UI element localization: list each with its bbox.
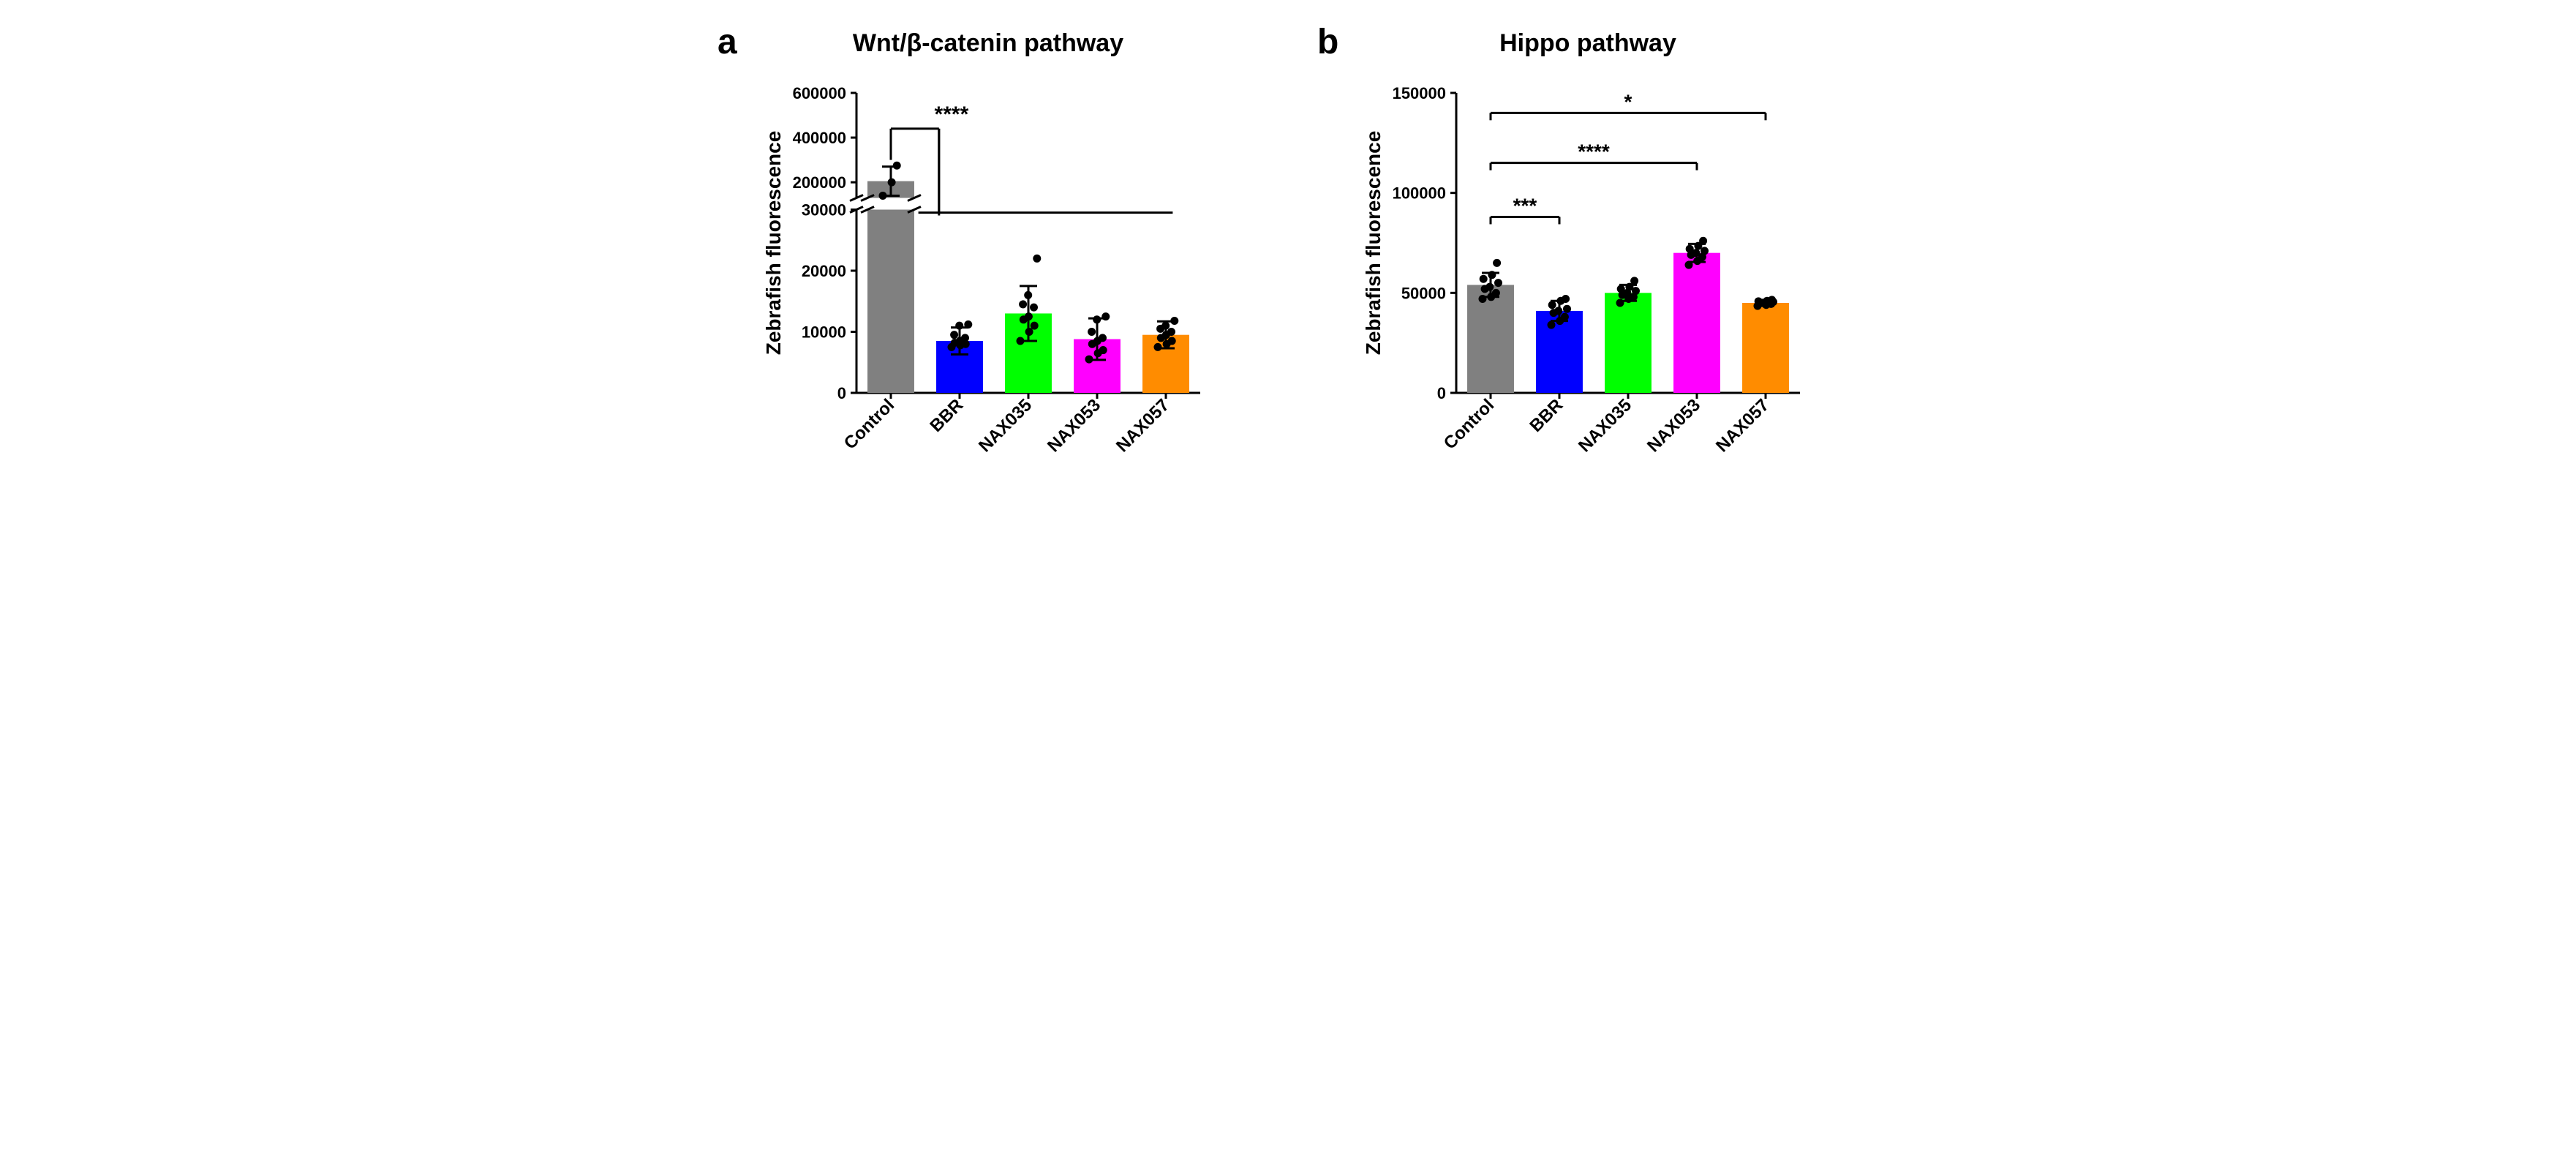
svg-text:*: * (1624, 90, 1632, 113)
svg-text:20000: 20000 (802, 262, 846, 280)
svg-text:NAX053: NAX053 (1044, 395, 1104, 456)
svg-text:****: **** (935, 102, 969, 127)
svg-text:Control: Control (1440, 395, 1498, 453)
svg-text:BBR: BBR (1526, 395, 1567, 436)
svg-text:Zebrafish fluorescence: Zebrafish fluorescence (762, 131, 785, 356)
svg-text:NAX057: NAX057 (1712, 395, 1773, 456)
svg-text:400000: 400000 (793, 129, 846, 147)
svg-text:NAX053: NAX053 (1643, 395, 1704, 456)
svg-text:NAX035: NAX035 (975, 395, 1036, 456)
panel-a: a Wnt/β-catenin pathway 0100002000030000… (761, 29, 1215, 495)
svg-text:50000: 50000 (1401, 284, 1446, 302)
svg-text:0: 0 (1437, 384, 1446, 402)
svg-text:NAX035: NAX035 (1575, 395, 1635, 456)
svg-text:100000: 100000 (1393, 184, 1446, 203)
chart-a-svg: 0 10000 20000 30000 200000 400000 600000 Zebraf… (761, 71, 1215, 495)
panel-b: b Hippo pathway 050000100000150000Zebraf… (1361, 29, 1815, 495)
svg-text:200000: 200000 (793, 173, 846, 192)
chart-b-svg: 0 50000 100000 150000 Zebrafish fluorescence… (1361, 71, 1815, 495)
svg-text:Zebrafish fluorescence: Zebrafish fluorescence (1362, 131, 1385, 356)
svg-text:0: 0 (837, 384, 846, 402)
svg-text:30000: 30000 (802, 201, 846, 219)
svg-text:Control: Control (840, 395, 898, 453)
svg-text:BBR: BBR (926, 395, 967, 436)
panel-b-title: Hippo pathway (1361, 29, 1815, 58)
svg-text:600000: 600000 (793, 84, 846, 102)
panel-b-label: b (1317, 22, 1338, 62)
svg-text:***: *** (1513, 194, 1537, 217)
svg-text:150000: 150000 (1393, 84, 1446, 102)
svg-text:10000: 10000 (802, 323, 846, 342)
panel-a-label: a (718, 22, 737, 62)
svg-text:NAX057: NAX057 (1112, 395, 1173, 456)
svg-text:****: **** (1578, 140, 1610, 163)
panel-a-title: Wnt/β-catenin pathway (761, 29, 1215, 58)
